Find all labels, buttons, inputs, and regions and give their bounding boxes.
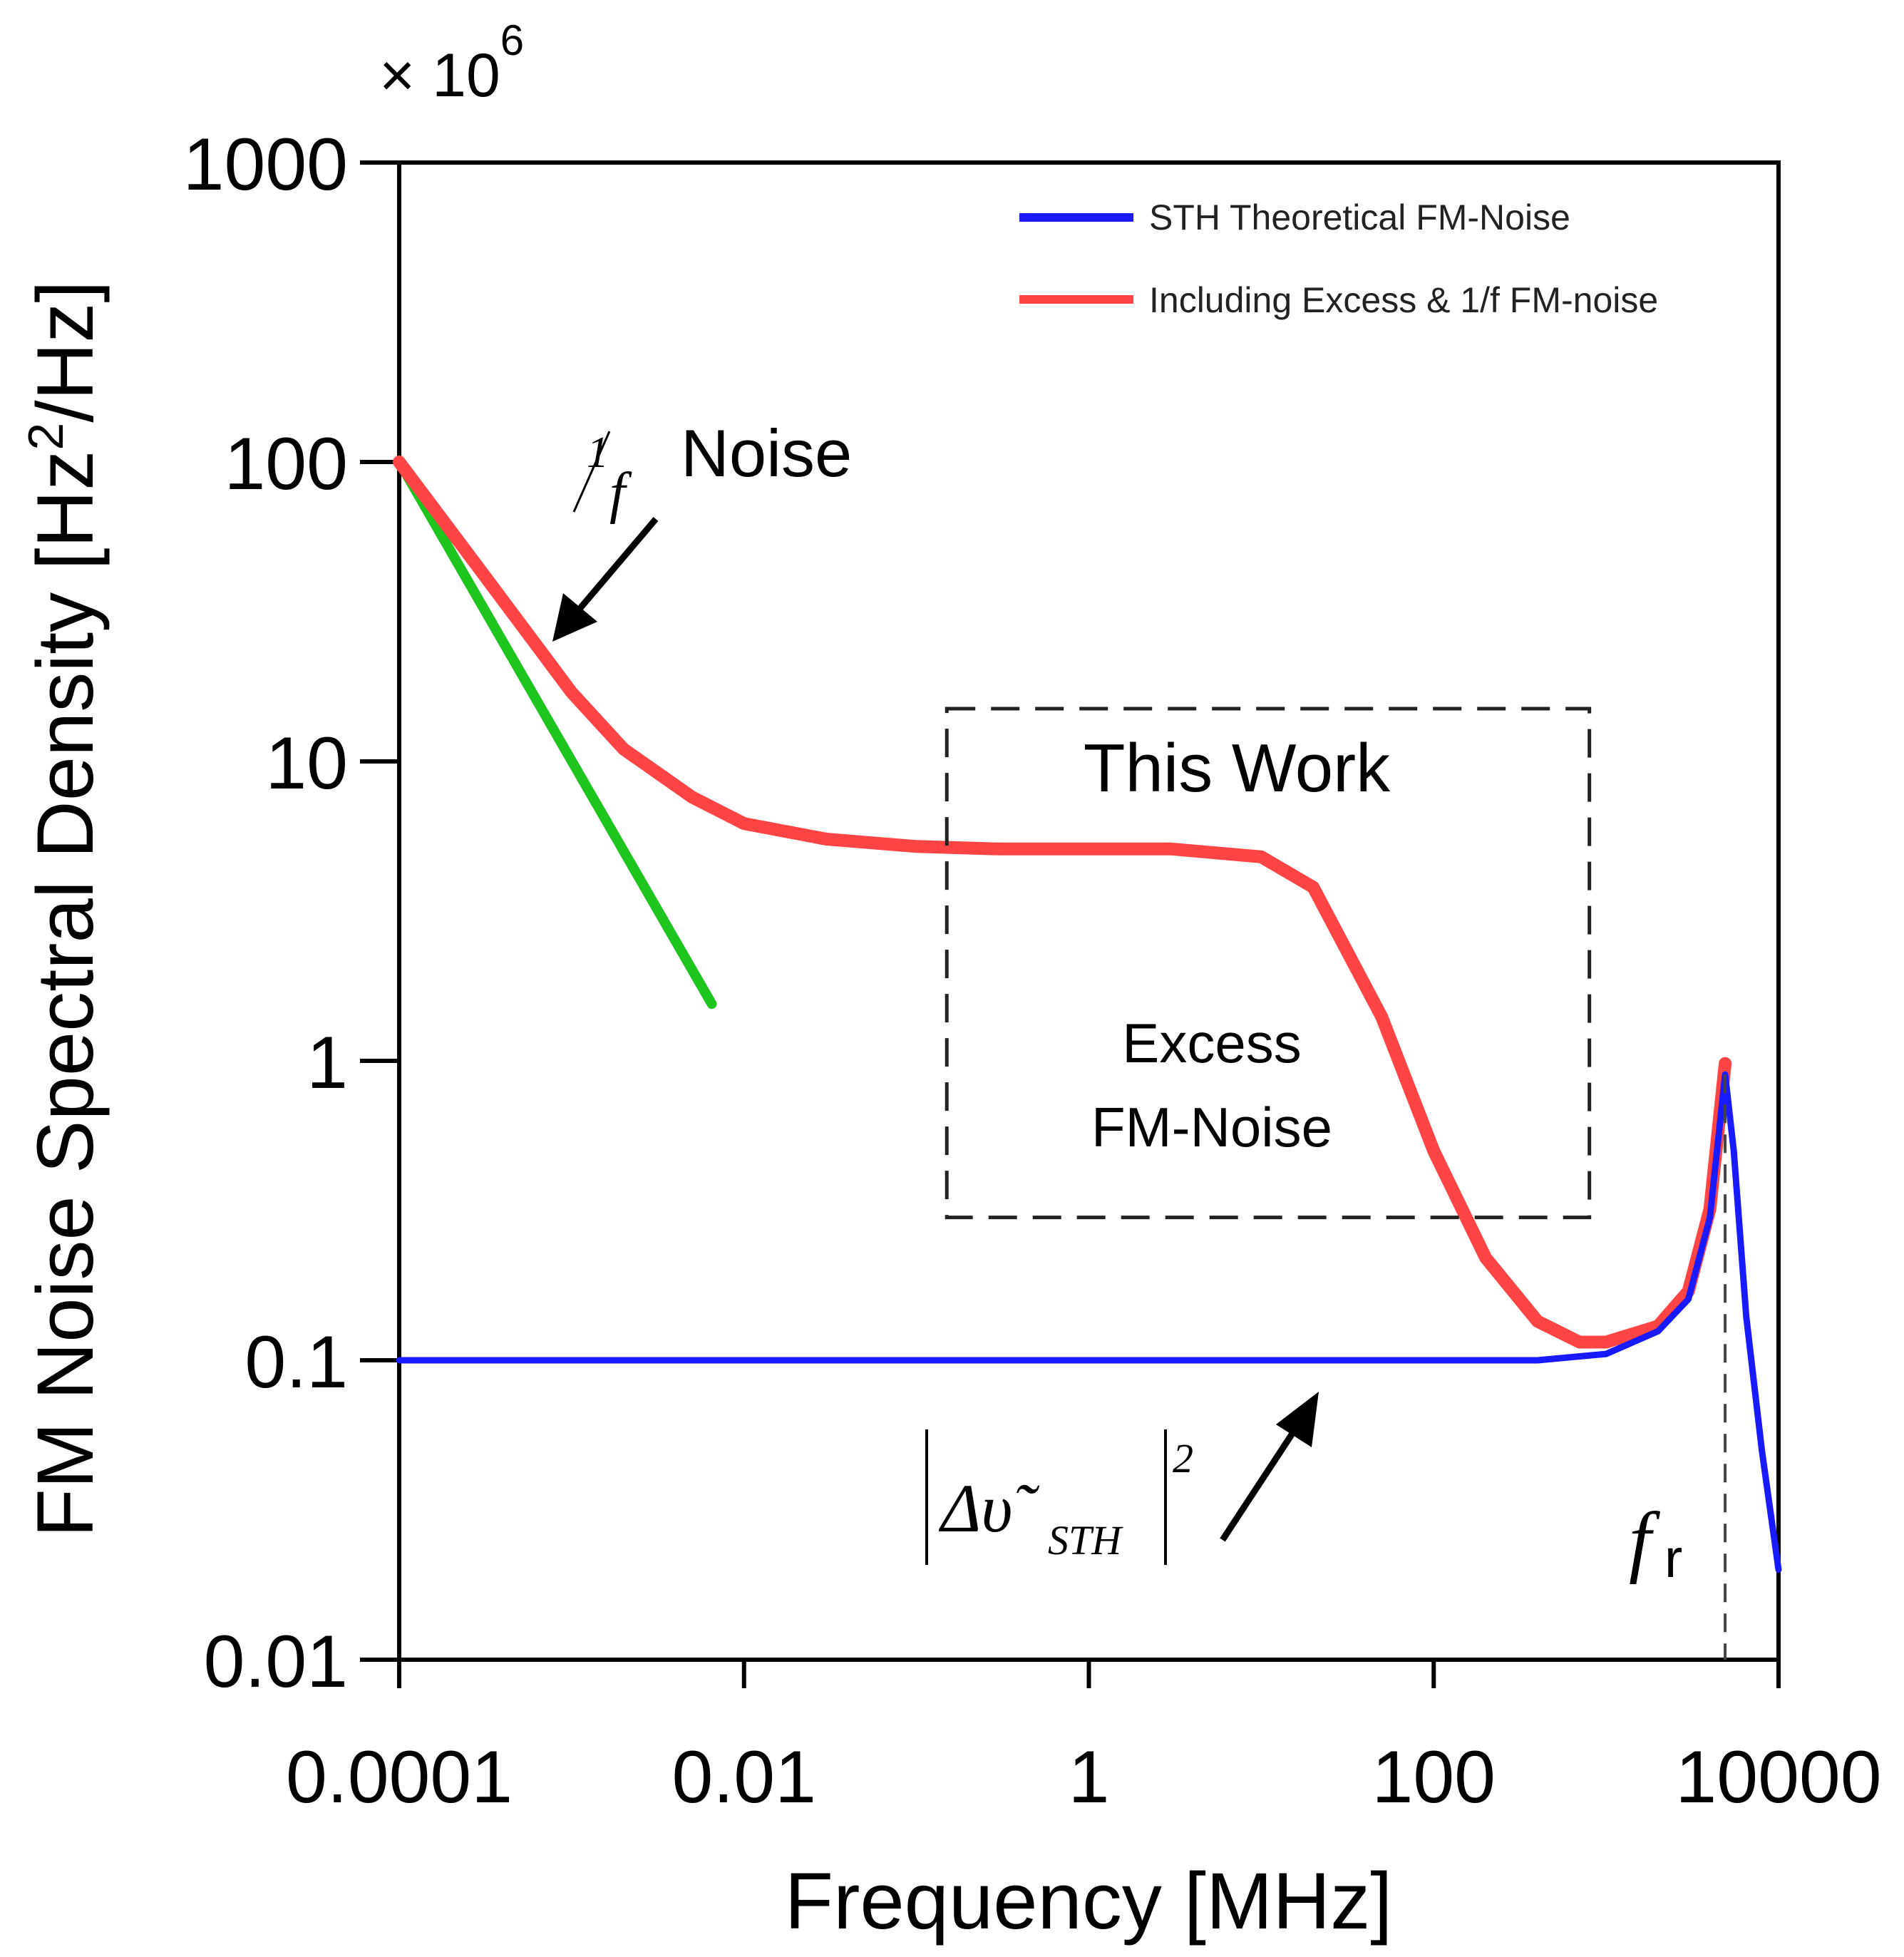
y-axis-title: FM Noise Spectral Density [Hz2/Hz] — [18, 281, 110, 1538]
series-layer — [393, 456, 1782, 1573]
one-over-f-arrow-shaft — [573, 517, 659, 615]
excess-label-line2: FM-Noise — [1091, 1096, 1332, 1159]
this-work-box — [945, 707, 1592, 1220]
delta-arrow-shaft — [1220, 1424, 1300, 1542]
x-axis-title: Frequency [MHz] — [785, 1856, 1393, 1946]
legend-label-sth: STH Theoretical FM-Noise — [1149, 197, 1570, 237]
y-tick-label: 0.1 — [245, 1321, 348, 1404]
x-tick-label: 10000 — [1675, 1736, 1881, 1819]
excess-label-line1: Excess — [1122, 1012, 1301, 1074]
y-tick-label: 0.01 — [204, 1620, 348, 1703]
one-over-f-numerator: 1 — [587, 428, 609, 477]
scale-exponent: 6 — [500, 16, 524, 64]
delta-symbol: Δυ̃ — [938, 1470, 1039, 1546]
this-work-label: This Work — [1084, 730, 1391, 806]
y-tick-label: 1000 — [183, 123, 348, 206]
y-axis-title-sup: 2 — [18, 423, 73, 451]
y-tick-label: 100 — [224, 423, 348, 505]
fraction-slash — [572, 431, 611, 513]
delta-exponent: 2 — [1173, 1435, 1193, 1481]
one-over-f-line — [394, 457, 717, 1010]
x-tick-label: 100 — [1372, 1736, 1496, 1819]
y-tick-label: 10 — [265, 722, 348, 805]
delta-subscript: STH — [1048, 1517, 1123, 1563]
y-axis-title-main: FM Noise Spectral Density [Hz — [21, 451, 110, 1538]
x-tick-label: 0.01 — [672, 1736, 816, 1819]
one-over-f-denominator: f — [609, 462, 632, 525]
fr-label-sub: r — [1664, 1529, 1682, 1589]
legend: STH Theoretical FM-Noise Including Exces… — [1019, 197, 1658, 320]
one-over-f-word: Noise — [681, 416, 852, 490]
y-tick-label: 1 — [307, 1022, 348, 1104]
fr-label-main: f — [1629, 1496, 1661, 1585]
axis-ticks: 0.01 0.1 1 10 100 1000 0.0001 0.01 1 100 10000 — [183, 123, 1882, 1819]
one-over-f-arrow-head — [552, 593, 597, 642]
legend-label-excess: Including Excess & 1/f FM-noise — [1149, 280, 1658, 320]
scale-note: × 106 — [379, 16, 524, 110]
y-axis-title-tail: /Hz] — [21, 281, 110, 423]
excess-noise-line — [393, 456, 1732, 1349]
delta-arrow-head — [1276, 1392, 1319, 1447]
x-tick-label: 0.0001 — [286, 1736, 513, 1819]
sth-theoretical-line — [396, 1071, 1782, 1573]
x-tick-label: 1 — [1069, 1736, 1110, 1819]
plot-frame — [397, 160, 1781, 1662]
